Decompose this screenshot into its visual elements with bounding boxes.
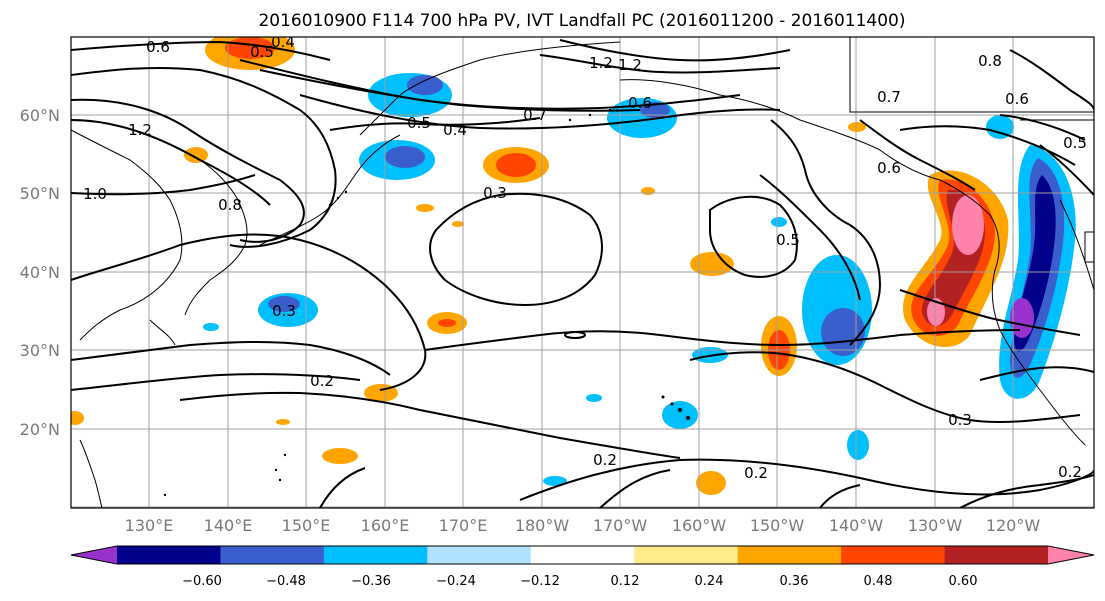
contour-label: 0.6	[146, 38, 170, 56]
colorbar-tick: −0.12	[520, 574, 560, 589]
contour-label: 1.2	[618, 56, 642, 74]
contour-label: 0.4	[443, 121, 467, 139]
colorbar-tick: −0.24	[436, 574, 476, 589]
lon-label: 170°E	[439, 516, 488, 535]
contour-label: 0.2	[310, 372, 334, 390]
contour-label: 1.2	[589, 54, 613, 72]
lat-label: 30°N	[20, 341, 60, 360]
colorbar-tick: 0.60	[949, 574, 978, 589]
contour-label: 0.5	[1063, 134, 1087, 152]
colorbar-tick: 0.48	[864, 574, 893, 589]
lon-label: 150°E	[282, 516, 331, 535]
lon-label: 170°W	[593, 516, 648, 535]
contour-label: 0.6	[877, 159, 901, 177]
colorbar-ticks: −0.60 −0.48 −0.36 −0.24 −0.12 0.12 0.24 …	[182, 574, 977, 589]
colorbar-tick: 0.12	[611, 574, 640, 589]
contour-label: 0.5	[407, 114, 431, 132]
contour-labels: 0.6 0.4 0.5 1.2 1.0 0.8 1.2 0.7 0.5 0.4 …	[83, 33, 1087, 482]
colorbar-cell	[323, 546, 428, 564]
colorbar-cell	[634, 546, 739, 564]
colorbar-extend-min	[71, 546, 117, 564]
lat-label: 20°N	[20, 420, 60, 439]
pv-shading	[71, 37, 1076, 495]
colorbar: −0.60 −0.48 −0.36 −0.24 −0.12 0.12 0.24 …	[70, 545, 1095, 589]
colorbar-tick: −0.36	[351, 574, 391, 589]
colorbar-cells	[70, 545, 1095, 565]
contour-label: 0.3	[948, 411, 972, 429]
contour-label: 0.7	[523, 106, 547, 124]
lat-label: 40°N	[20, 263, 60, 282]
colorbar-tick: −0.60	[182, 574, 222, 589]
pv-contours	[71, 39, 1094, 508]
lon-label: 140°E	[204, 516, 253, 535]
colorbar-cell	[427, 546, 532, 564]
longitude-labels: 130°E 140°E 150°E 160°E 170°E 180°W 170°…	[125, 516, 1041, 535]
colorbar-cell	[737, 546, 842, 564]
map-panel: 0.6 0.4 0.5 1.2 1.0 0.8 1.2 0.7 0.5 0.4 …	[70, 33, 1095, 509]
lat-label: 60°N	[20, 106, 60, 125]
contour-label: 0.8	[978, 52, 1002, 70]
contour-label: 0.6	[628, 94, 652, 112]
lon-label: 150°W	[750, 516, 805, 535]
contour-label: 0.2	[593, 451, 617, 469]
colorbar-outline	[70, 545, 1095, 565]
colorbar-cell	[530, 546, 635, 564]
contour-label: 0.6	[1005, 90, 1029, 108]
contour-label: 0.7	[877, 88, 901, 106]
contour-label: 1.2	[128, 121, 152, 139]
lon-label: 180°W	[515, 516, 570, 535]
coastlines	[71, 37, 1094, 508]
contour-label: 0.3	[272, 302, 296, 320]
colorbar-tick: 0.36	[780, 574, 809, 589]
lon-label: 120°W	[986, 516, 1041, 535]
contour-label: 0.5	[250, 43, 274, 61]
colorbar-cell	[944, 546, 1049, 564]
colorbar-tick: 0.24	[695, 574, 724, 589]
lon-label: 160°E	[361, 516, 410, 535]
lon-label: 130°E	[125, 516, 174, 535]
colorbar-cell	[117, 546, 221, 564]
lon-label: 140°W	[829, 516, 884, 535]
figure-title: 2016010900 F114 700 hPa PV, IVT Landfall…	[258, 11, 905, 31]
contour-label: 0.4	[271, 33, 295, 51]
lon-label: 160°W	[672, 516, 727, 535]
latitude-labels: 60°N 50°N 40°N 30°N 20°N	[20, 106, 60, 439]
contour-label: 0.2	[1058, 463, 1082, 481]
contour-label: 1.0	[83, 185, 107, 203]
colorbar-extend-max	[1048, 546, 1094, 564]
contour-label: 0.5	[776, 231, 800, 249]
graticule	[71, 37, 1094, 508]
colorbar-tick: −0.48	[266, 574, 306, 589]
contour-label: 0.3	[483, 184, 507, 202]
contour-label: 0.8	[218, 196, 242, 214]
contour-label: 0.2	[744, 464, 768, 482]
colorbar-cell	[841, 546, 946, 564]
lat-label: 50°N	[20, 184, 60, 203]
lon-label: 130°W	[908, 516, 963, 535]
colorbar-cell	[220, 546, 325, 564]
